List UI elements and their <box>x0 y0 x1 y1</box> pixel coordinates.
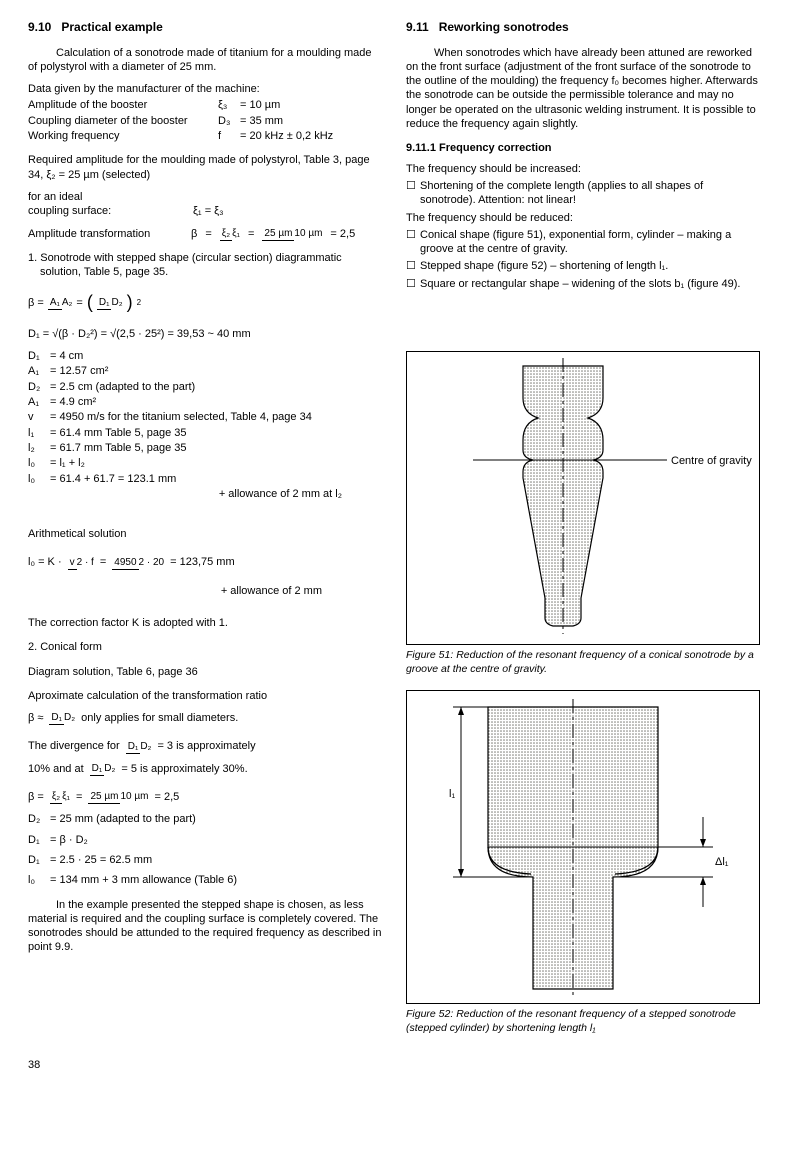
sec-title: Practical example <box>61 20 162 34</box>
svg-text:Centre of gravity: Centre of gravity <box>671 455 752 467</box>
req-amp: Required amplitude for the moulding made… <box>28 153 382 182</box>
svg-text:l₁: l₁ <box>449 788 455 800</box>
d1-eq: D₁ = √(β · D₂²) = √(2,5 · 25²) = 39,53 ~… <box>28 327 382 341</box>
page-number: 38 <box>28 1058 760 1072</box>
var-list: D₁= 4 cm A₁= 12.57 cm² D₂= 2.5 cm (adapt… <box>28 349 382 486</box>
data-head: Data given by the manufacturer of the ma… <box>28 82 382 96</box>
section-heading: 9.10 Practical example <box>28 20 382 36</box>
svg-text:Δl₁: Δl₁ <box>715 856 729 868</box>
arith-head: Arithmetical solution <box>28 527 382 541</box>
data-rows: Amplitude of the boosterξ₃= 10 µm Coupli… <box>28 98 382 143</box>
intro-para: Calculation of a sonotrode made of titan… <box>28 46 382 75</box>
right-column: 9.11 Reworking sonotrodes When sonotrode… <box>406 20 760 1048</box>
figure-52: l₁ Δl₁ <box>406 690 760 1004</box>
figure-51: Centre of gravity <box>406 351 760 645</box>
sec-num: 9.10 <box>28 20 51 34</box>
item1: 1. Sonotrode with stepped shape (circula… <box>28 251 382 280</box>
left-column: 9.10 Practical example Calculation of a … <box>28 20 382 1048</box>
